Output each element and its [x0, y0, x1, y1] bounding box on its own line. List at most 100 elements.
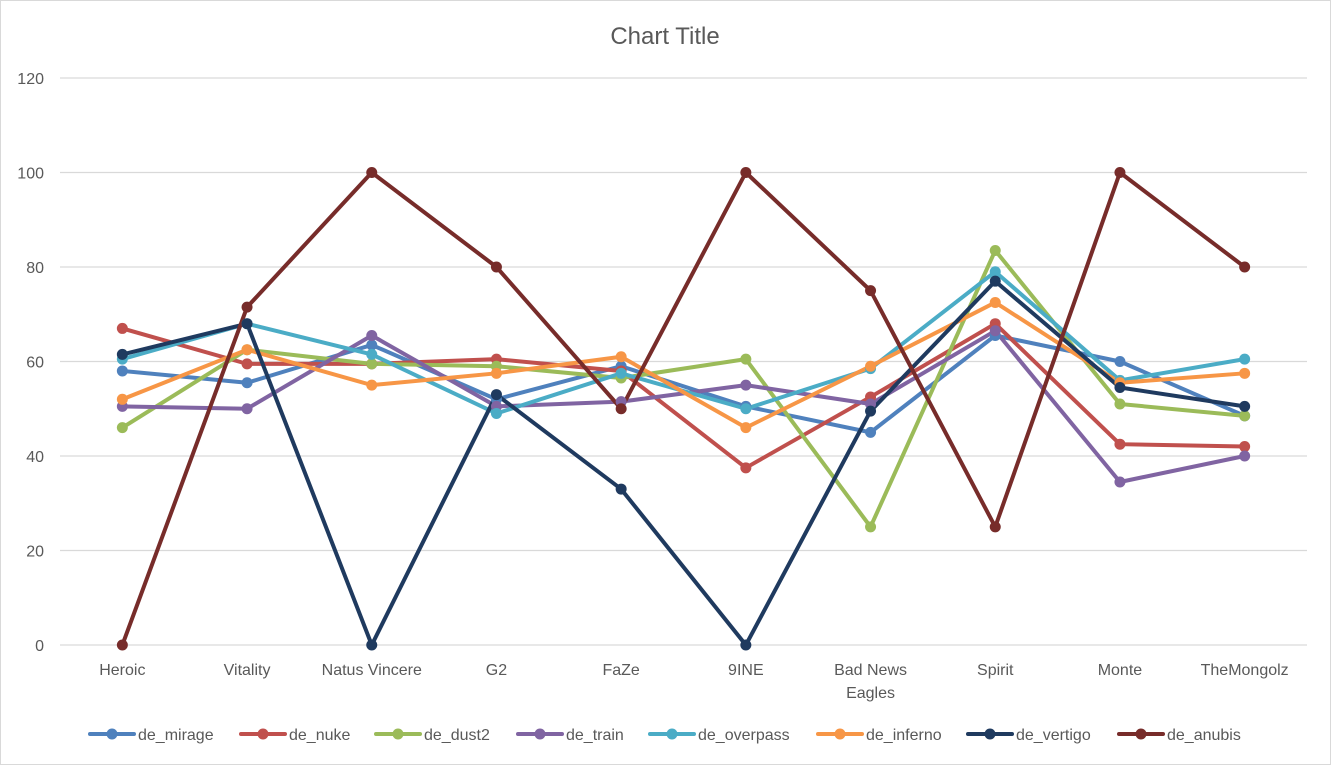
legend-marker: [1135, 728, 1147, 740]
series-line-de_nuke: [120, 321, 1247, 470]
legend-label: de_inferno: [866, 727, 942, 744]
data-point-de_anubis: [740, 167, 752, 178]
data-point-de_train: [241, 403, 253, 415]
data-point-de_train: [1239, 450, 1251, 462]
legend-marker: [534, 728, 546, 740]
data-point-de_dust2: [1239, 410, 1251, 422]
legend-marker: [106, 728, 118, 740]
gridlines: [60, 77, 1307, 646]
series-markers: [116, 167, 1251, 651]
data-point-de_inferno: [740, 422, 752, 434]
data-point-de_overpass: [740, 403, 752, 415]
data-point-de_inferno: [615, 351, 627, 363]
data-point-de_dust2: [740, 353, 752, 365]
data-point-de_anubis: [1239, 261, 1251, 273]
data-point-de_nuke: [116, 322, 128, 334]
data-point-de_dust2: [865, 521, 877, 533]
data-point-de_inferno: [366, 379, 378, 391]
y-tick-label: 120: [17, 71, 44, 88]
x-tick-label: Heroic: [99, 662, 145, 679]
x-tick-label: FaZe: [602, 662, 639, 679]
data-point-de_vertigo: [490, 389, 502, 401]
data-point-de_dust2: [989, 244, 1001, 256]
data-point-de_overpass: [1239, 353, 1251, 365]
data-point-de_train: [366, 330, 378, 342]
legend-marker: [834, 728, 846, 740]
x-tick-label: TheMongolz: [1201, 662, 1289, 679]
legend-label: de_nuke: [289, 727, 350, 744]
data-point-de_mirage: [241, 377, 253, 389]
legend-marker: [257, 728, 269, 740]
data-point-de_vertigo: [366, 639, 378, 651]
x-tick-label: Natus Vincere: [322, 662, 422, 679]
data-point-de_vertigo: [241, 318, 253, 330]
legend-item: de_nuke: [239, 727, 350, 744]
data-point-de_inferno: [865, 360, 877, 372]
data-point-de_overpass: [989, 266, 1001, 278]
legend-label: de_overpass: [698, 727, 790, 744]
y-axis-ticks: 0 20 40 60 80 100 120: [17, 71, 44, 655]
data-point-de_inferno: [241, 344, 253, 356]
data-point-de_dust2: [116, 422, 128, 434]
data-point-de_anubis: [116, 639, 128, 651]
data-point-de_vertigo: [1239, 400, 1251, 412]
legend-marker: [392, 728, 404, 740]
data-point-de_inferno: [1239, 367, 1251, 379]
legend-marker: [666, 728, 678, 740]
data-point-de_vertigo: [740, 639, 752, 651]
x-tick-label: Bad News Eagles: [834, 662, 907, 702]
x-tick-label: G2: [486, 662, 507, 679]
data-point-de_vertigo: [989, 275, 1001, 287]
legend-item: de_mirage: [88, 727, 214, 744]
data-point-de_inferno: [490, 367, 502, 379]
data-point-de_overpass: [490, 407, 502, 419]
data-point-de_vertigo: [865, 405, 877, 417]
legend-item: de_anubis: [1117, 727, 1241, 744]
series-lines: [120, 170, 1247, 647]
data-point-de_anubis: [366, 167, 378, 178]
data-point-de_overpass: [615, 367, 627, 379]
data-point-de_train: [1114, 476, 1126, 488]
legend-item: de_dust2: [374, 727, 490, 744]
legend-label: de_dust2: [424, 727, 490, 744]
data-point-de_nuke: [1239, 441, 1251, 453]
data-point-de_vertigo: [116, 348, 128, 360]
data-point-de_dust2: [366, 358, 378, 370]
x-axis-ticks: Heroic Vitality Natus Vincere G2 FaZe 9INE Bad…: [99, 662, 1288, 702]
legend-item: de_overpass: [648, 727, 790, 744]
legend-marker: [984, 728, 996, 740]
data-point-de_mirage: [116, 365, 128, 377]
legend-item: de_inferno: [816, 727, 942, 744]
data-point-de_vertigo: [1114, 381, 1126, 393]
legend-label: de_vertigo: [1016, 727, 1091, 744]
data-point-de_inferno: [116, 393, 128, 405]
data-point-de_train: [740, 379, 752, 391]
data-point-de_anubis: [865, 285, 877, 297]
data-point-de_nuke: [1114, 438, 1126, 450]
y-tick-label: 80: [26, 260, 44, 277]
data-point-de_dust2: [1114, 398, 1126, 410]
series-line-de_anubis: [120, 170, 1247, 647]
data-point-de_mirage: [366, 339, 378, 351]
x-tick-label: 9INE: [728, 662, 764, 679]
legend-label: de_mirage: [138, 727, 214, 744]
data-point-de_nuke: [241, 358, 253, 370]
y-tick-label: 20: [26, 544, 44, 561]
y-tick-label: 100: [17, 166, 44, 183]
data-point-de_anubis: [490, 261, 502, 273]
y-tick-label: 60: [26, 355, 44, 372]
data-point-de_train: [989, 325, 1001, 337]
x-tick-label: Vitality: [224, 662, 271, 679]
data-point-de_overpass: [366, 348, 378, 360]
data-point-de_anubis: [989, 521, 1001, 533]
chart-title: Chart Title: [610, 23, 719, 50]
data-point-de_mirage: [1114, 356, 1126, 367]
series-line-de_inferno: [120, 300, 1247, 430]
x-tick-label: Monte: [1098, 662, 1143, 679]
data-point-de_vertigo: [615, 483, 627, 495]
legend-item: de_train: [516, 727, 624, 744]
data-point-de_anubis: [615, 403, 627, 415]
data-point-de_anubis: [241, 301, 253, 313]
legend-item: de_vertigo: [966, 727, 1091, 744]
